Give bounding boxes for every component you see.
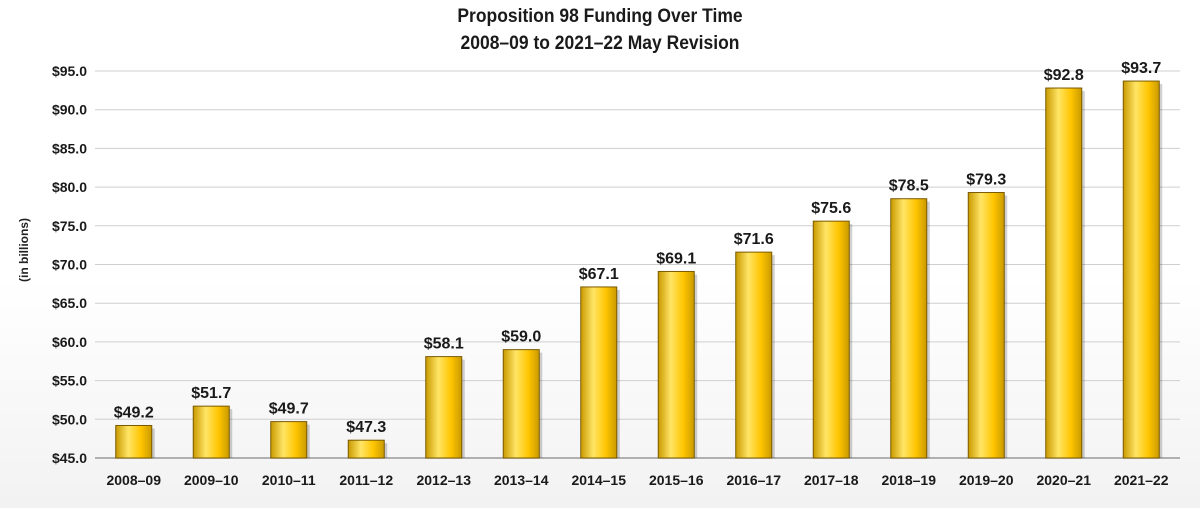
bar-value-label: $47.3 [346,419,386,436]
y-tick-label: $80.0 [52,179,87,195]
bar [967,192,1005,459]
bar-value-label: $49.2 [114,404,154,421]
bar-value-label: $59.0 [501,329,541,346]
bar [1122,80,1160,459]
bar [192,405,230,459]
x-tick-label: 2012–13 [416,472,471,488]
bar-value-label: $49.7 [269,401,309,418]
bar-value-label: $75.6 [811,200,851,217]
x-axis-ticks: 2008–09 2009–10 2010–11 2011–12 2012–13 2013–… [106,472,1168,488]
bar-value-label: $92.8 [1044,67,1084,84]
y-tick-label: $85.0 [52,140,87,156]
bar-value-label: $51.7 [191,385,231,402]
bar-value-label: $78.5 [889,178,929,195]
y-tick-label: $60.0 [52,334,87,350]
x-tick-label: 2016–17 [726,472,781,488]
x-tick-label: 2010–11 [262,472,316,488]
y-axis-ticks: $45.0 $50.0 $55.0 $60.0 $65.0 $70.0 $75.0 $80.0… [52,63,87,466]
x-tick-label: 2013–14 [494,472,549,488]
bar [115,424,153,459]
bars [115,80,1163,459]
bar [347,439,385,459]
x-tick-label: 2009–10 [184,472,239,488]
x-tick-label: 2018–19 [881,472,936,488]
bar [1045,87,1083,459]
x-tick-label: 2020–21 [1036,472,1091,488]
y-tick-label: $55.0 [52,373,87,389]
bar-value-label: $58.1 [424,336,464,353]
y-tick-label: $90.0 [52,102,87,118]
data-labels: $49.2 $51.7 $49.7 $47.3 $58.1 $59.0 $67.1 $69.1… [114,60,1162,436]
chart-subtitle: 2008–09 to 2021–22 May Revision [460,33,740,54]
bar [502,349,540,459]
bar [657,270,695,459]
bar-value-label: $71.6 [734,231,774,248]
x-tick-label: 2008–09 [106,472,161,488]
bar [735,251,773,459]
bar [580,286,618,459]
bar [270,421,308,459]
bar [890,198,928,459]
gridlines [95,70,1180,459]
y-tick-label: $45.0 [52,450,87,466]
y-tick-label: $70.0 [52,257,87,273]
chart-title: Proposition 98 Funding Over Time [457,6,743,27]
bar [812,220,850,459]
x-tick-label: 2017–18 [804,472,859,488]
x-tick-label: 2015–16 [649,472,704,488]
bar [425,356,463,459]
x-tick-label: 2011–12 [339,472,393,488]
bar-value-label: $79.3 [966,172,1006,189]
bar-value-label: $67.1 [579,266,619,283]
x-tick-label: 2021–22 [1114,472,1169,488]
bar-value-label: $69.1 [656,250,696,267]
bar-value-label: $93.7 [1121,60,1161,77]
x-tick-label: 2014–15 [571,472,626,488]
y-tick-label: $50.0 [52,411,87,427]
y-tick-label: $75.0 [52,218,87,234]
y-tick-label: $95.0 [52,63,87,79]
x-tick-label: 2019–20 [959,472,1014,488]
y-tick-label: $65.0 [52,295,87,311]
